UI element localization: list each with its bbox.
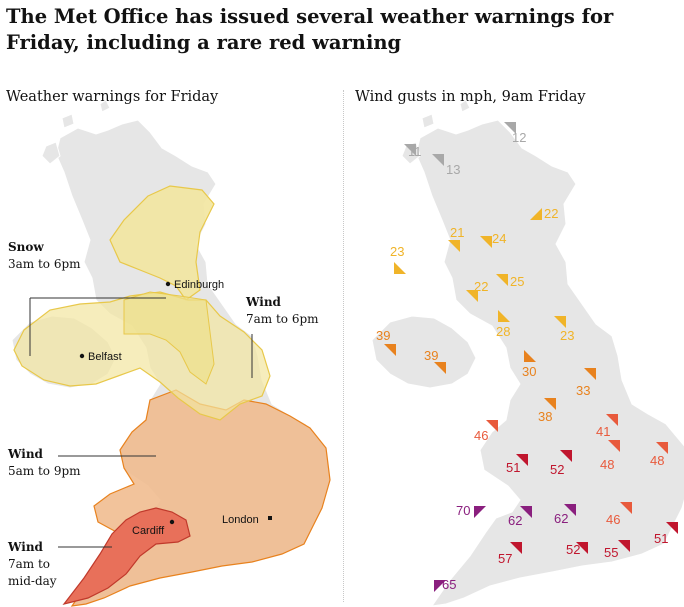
gust-arrow-icon [520,506,532,518]
left-panel-title: Weather warnings for Friday [6,89,219,105]
gust-value-label: 51 [654,531,668,546]
gust-arrow-icon [432,154,444,166]
gust-value-label: 57 [498,551,512,566]
gust-arrow-icon [564,504,576,516]
gust-markers: 12 11 13 22 21 24 23 25 22 28 23 39 39 30 33 38 41 46 48 48… [376,122,678,592]
headline: The Met Office has issued several weathe… [6,5,614,54]
snow-leader-line [29,297,166,356]
gust-arrow-icon [404,144,416,156]
gust-arrow-icon [434,580,446,592]
wind-red-time-label-2: mid-day [8,574,57,588]
gust-value-label: 48 [600,457,614,472]
gust-arrow-icon [606,414,618,426]
wind-gusts-map: 12 11 13 22 21 24 23 25 22 28 23 39 39 30 33 38 41 46 48 48… [371,99,684,607]
cardiff-label: Cardiff [132,525,165,537]
cardiff-marker [169,519,175,525]
gust-arrow-icon [498,310,510,322]
edinburgh-marker [165,281,171,287]
gust-value-label: 11 [408,144,422,159]
gust-arrow-icon [434,362,446,374]
gust-value-label: 52 [550,462,564,477]
gust-value-label: 24 [492,231,506,246]
gust-arrow-icon [466,290,478,302]
gust-arrow-icon [510,542,522,554]
leader-lines [29,297,253,548]
gust-value-label: 33 [576,383,590,398]
gust-value-label: 46 [606,512,620,527]
gust-arrow-icon [474,506,486,518]
wind-red-time-label-1: 7am to [8,557,50,571]
gust-value-label: 38 [538,409,552,424]
gust-value-label: 28 [496,324,510,339]
gust-value-label: 46 [474,428,488,443]
gust-value-label: 30 [522,364,536,379]
gust-arrow-icon [666,522,678,534]
panel-divider [343,90,344,602]
london-marker [268,516,272,520]
gust-value-label: 52 [566,542,580,557]
yellow-inner-snow-area [123,291,215,385]
gust-arrow-icon [486,420,498,432]
gust-value-label: 12 [512,130,526,145]
gust-arrow-icon [480,236,492,248]
gust-arrow-icon [620,502,632,514]
wind-yellow-label: Wind [245,295,282,309]
gust-value-label: 13 [446,162,460,177]
gust-value-label: 22 [474,279,488,294]
gust-value-label: 62 [508,513,522,528]
gust-value-label: 23 [390,244,404,259]
belfast-label: Belfast [88,351,122,363]
gust-value-label: 25 [510,274,524,289]
land-mass-right [371,99,684,607]
gust-arrow-icon [524,350,536,362]
gust-value-label: 39 [376,328,390,343]
snow-time-label: 3am to 6pm [8,257,81,271]
wind-red-label: Wind [7,540,44,554]
gust-value-label: 23 [560,328,574,343]
warnings-map: Edinburgh Belfast Cardiff London Snow 3a… [7,99,331,607]
gust-arrow-icon [504,122,516,134]
gust-arrow-icon [544,398,556,410]
red-wind-warning-area [62,507,191,606]
gust-arrow-icon [560,450,572,462]
gust-arrow-icon [656,442,668,454]
snow-label: Snow [8,240,44,254]
gust-arrow-icon [554,316,566,328]
gust-value-label: 70 [456,503,470,518]
wind-amber-time-label: 5am to 9pm [8,464,81,478]
wind-amber-label: Wind [7,447,44,461]
gust-value-label: 62 [554,511,568,526]
gust-value-label: 41 [596,424,610,439]
gust-arrow-icon [584,368,596,380]
gust-arrow-icon [496,274,508,286]
gust-arrow-icon [608,440,620,452]
gust-arrow-icon [576,542,588,554]
gust-arrow-icon [384,344,396,356]
gust-value-label: 21 [450,225,464,240]
gust-value-label: 22 [544,206,558,221]
gust-value-label: 51 [506,460,520,475]
wind-yellow-time-label: 7am to 6pm [246,312,319,326]
gust-arrow-icon [448,240,460,252]
gust-arrow-icon [516,454,528,466]
right-panel-title: Wind gusts in mph, 9am Friday [355,89,586,105]
belfast-marker [79,353,85,359]
gust-value-label: 39 [424,348,438,363]
london-label: London [222,514,259,526]
gust-value-label: 48 [650,453,664,468]
gust-value-label: 65 [442,577,456,592]
gust-arrow-icon [530,208,542,220]
gust-arrow-icon [394,262,406,274]
edinburgh-label: Edinburgh [174,279,224,291]
gust-value-label: 55 [604,545,618,560]
gust-arrow-icon [618,540,630,552]
